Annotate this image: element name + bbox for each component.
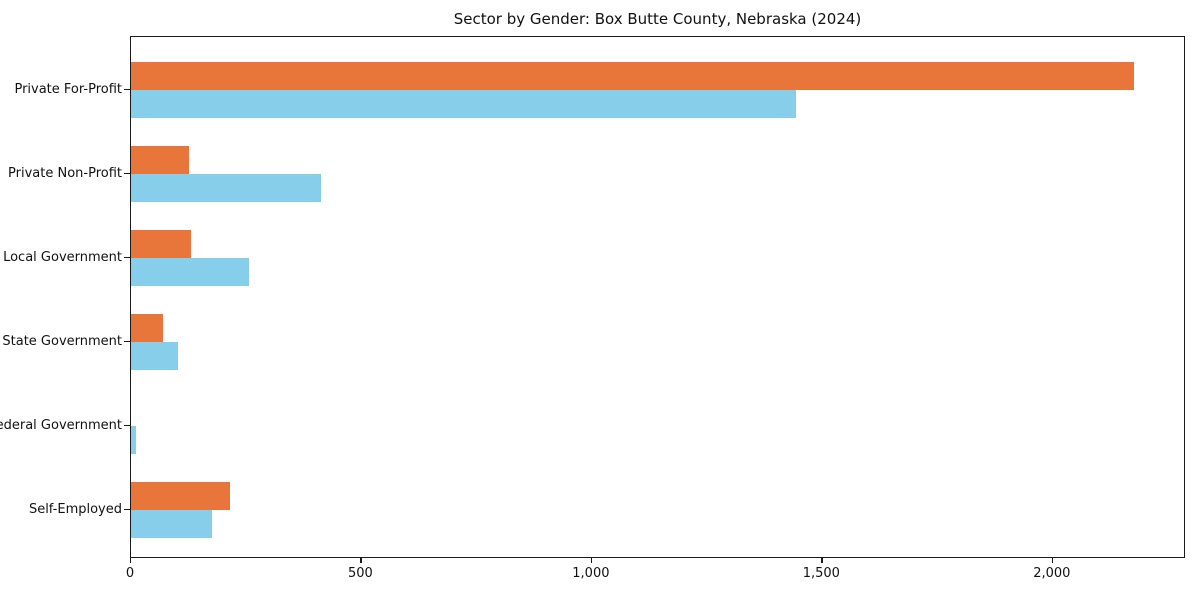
x-tick-mark <box>1051 558 1054 563</box>
y-tick-mark <box>124 257 130 259</box>
bar-group <box>131 62 1184 118</box>
x-tick-mark <box>360 558 362 563</box>
bar-female <box>131 510 212 538</box>
bar-male <box>131 146 189 174</box>
bar-group <box>131 146 1184 202</box>
y-tick-label: Federal Government <box>0 418 122 433</box>
bar-female <box>131 426 136 454</box>
x-tick-mark <box>130 558 132 563</box>
bar-female <box>131 90 796 118</box>
bar-male <box>131 230 191 258</box>
bar-female <box>131 342 178 370</box>
y-tick-label: Private For-Profit <box>14 82 122 97</box>
bar-group <box>131 482 1184 538</box>
bar-female <box>131 174 321 202</box>
y-tick-mark <box>124 173 130 175</box>
x-tick-label: 2,000 <box>1033 566 1071 581</box>
plot-area: Male Female <box>130 36 1185 558</box>
y-tick-mark <box>124 425 130 427</box>
bar-male <box>131 314 164 342</box>
y-tick-mark <box>124 509 130 511</box>
x-tick-mark <box>821 558 823 563</box>
y-tick-label: Local Government <box>3 250 122 265</box>
x-tick-label: 1,000 <box>572 566 610 581</box>
y-tick-label: Self-Employed <box>28 502 122 517</box>
chart-title: Sector by Gender: Box Butte County, Nebr… <box>453 10 862 28</box>
y-tick-mark <box>124 341 130 343</box>
bar-group <box>131 230 1184 286</box>
y-tick-label: State Government <box>2 334 122 349</box>
bar-female <box>131 258 249 286</box>
bar-group <box>131 314 1184 370</box>
bar-group <box>131 398 1184 454</box>
bar-male <box>131 482 230 510</box>
x-tick-mark <box>590 558 593 563</box>
bar-male <box>131 62 1134 90</box>
x-tick-label: 1,500 <box>802 566 840 581</box>
x-tick-label: 0 <box>125 566 135 581</box>
y-tick-mark <box>124 89 130 91</box>
x-tick-label: 500 <box>348 566 373 581</box>
y-tick-label: Private Non-Profit <box>8 166 122 181</box>
